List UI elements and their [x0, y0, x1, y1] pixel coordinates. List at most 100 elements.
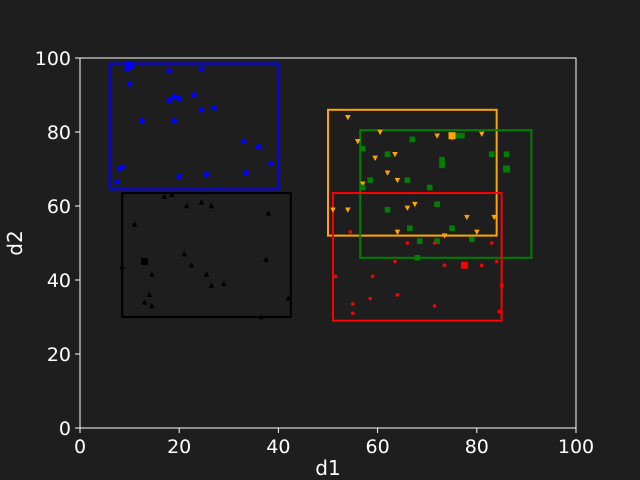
point-3-10	[367, 177, 373, 183]
point-2-10	[384, 170, 391, 176]
cluster-center-3	[503, 165, 511, 173]
cluster-center-4	[460, 261, 468, 269]
point-1-4	[208, 202, 215, 209]
point-4-9	[479, 263, 484, 268]
point-2-1	[377, 129, 383, 136]
y-axis-ticks: 0 20 40 60 80 100	[35, 48, 80, 440]
point-3-0	[359, 145, 366, 152]
point-1-12	[203, 271, 210, 277]
point-0-15	[243, 169, 249, 176]
point-2-7	[372, 155, 378, 161]
x-tick-label-3: 60	[366, 436, 390, 458]
cluster-center-2	[448, 132, 456, 140]
point-4-13	[395, 293, 400, 297]
y-tick-label-0: 0	[59, 418, 71, 440]
point-0-5	[166, 97, 173, 104]
point-3-18	[416, 238, 423, 244]
point-0-14	[268, 160, 274, 167]
plot-frame	[79, 57, 577, 429]
point-1-3	[198, 199, 205, 205]
point-3-15	[434, 201, 440, 207]
point-2-16	[464, 214, 470, 221]
point-0-7	[176, 95, 182, 102]
x-axis-label: d1	[315, 456, 340, 480]
x-tick-label-1: 20	[167, 436, 191, 458]
cluster-boxes	[108, 62, 533, 322]
cluster-box-1	[121, 192, 292, 318]
x-tick-label-0: 0	[74, 436, 86, 458]
point-3-16	[407, 225, 413, 231]
point-4-17	[497, 309, 501, 314]
point-2-11	[394, 177, 401, 184]
point-3-6	[459, 132, 465, 139]
point-3-3	[439, 156, 445, 163]
point-0-4	[191, 92, 197, 98]
point-0-19	[119, 164, 125, 170]
point-4-16	[432, 304, 437, 308]
point-0-9	[171, 118, 178, 124]
point-3-4	[439, 162, 445, 169]
point-3-11	[359, 184, 366, 191]
point-4-15	[351, 311, 355, 316]
point-4-14	[351, 302, 355, 306]
point-4-1	[393, 259, 397, 264]
point-1-14	[221, 280, 227, 286]
x-tick-label-2: 40	[266, 436, 290, 458]
x-axis-ticks: 0 20 40 60 80 100	[74, 428, 594, 458]
cluster-box-4	[331, 192, 503, 322]
point-1-10	[149, 271, 155, 277]
point-1-11	[188, 262, 195, 268]
point-0-6	[171, 94, 178, 100]
x-tick-label-5: 100	[558, 436, 594, 458]
cluster-center-0	[126, 61, 134, 69]
point-2-18	[394, 229, 401, 235]
point-2-9	[359, 181, 366, 187]
point-3-12	[384, 206, 391, 213]
cluster-box-0	[108, 62, 280, 191]
point-1-8	[119, 263, 125, 270]
point-1-19	[285, 295, 292, 301]
point-3-2	[409, 136, 416, 143]
point-0-1	[126, 81, 133, 87]
y-tick-label-5: 100	[35, 48, 71, 70]
point-2-6	[354, 139, 361, 145]
point-3-20	[469, 236, 475, 243]
point-2-20	[474, 229, 480, 235]
point-1-16	[146, 291, 153, 298]
point-2-17	[491, 214, 497, 221]
cluster-centers	[126, 61, 511, 269]
point-1-18	[149, 302, 155, 309]
point-2-0	[345, 114, 351, 121]
point-4-5	[333, 274, 338, 279]
point-3-19	[434, 238, 440, 244]
y-tick-label-2: 40	[47, 270, 71, 292]
data-points	[114, 66, 510, 320]
point-0-20	[114, 179, 120, 185]
point-3-13	[404, 177, 411, 183]
point-1-20	[258, 313, 264, 320]
point-0-13	[255, 144, 262, 150]
y-tick-label-1: 20	[47, 344, 71, 366]
point-0-3	[198, 66, 205, 72]
point-4-12	[368, 296, 372, 301]
point-4-7	[442, 263, 447, 268]
point-3-5	[454, 132, 460, 139]
point-0-17	[176, 173, 182, 180]
point-1-0	[161, 193, 168, 199]
point-2-15	[412, 201, 418, 208]
point-0-16	[203, 171, 210, 178]
point-2-14	[404, 205, 411, 211]
point-2-13	[345, 207, 351, 213]
point-2-12	[330, 207, 336, 213]
point-1-15	[263, 256, 269, 262]
point-0-8	[139, 118, 145, 124]
point-2-19	[441, 233, 448, 239]
point-4-4	[489, 241, 494, 245]
point-1-7	[181, 251, 187, 257]
point-3-17	[449, 225, 455, 231]
point-4-2	[405, 241, 410, 245]
point-3-21	[414, 255, 421, 261]
point-1-6	[131, 221, 138, 227]
